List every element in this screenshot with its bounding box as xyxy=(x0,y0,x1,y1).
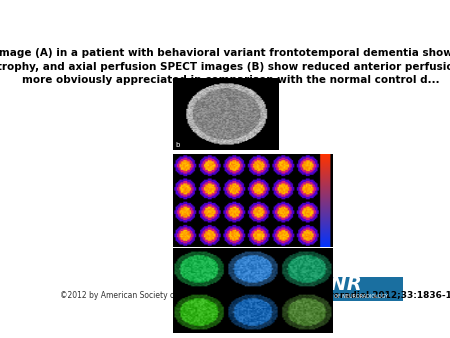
Text: A.D. Murray AJNR Am J Neuroradiol 2012;33:1836-1848: A.D. Murray AJNR Am J Neuroradiol 2012;3… xyxy=(190,291,450,299)
Text: b: b xyxy=(176,142,180,148)
FancyBboxPatch shape xyxy=(267,277,403,301)
Text: Axial CT image (A) in a patient with behavioral variant frontotemporal dementia : Axial CT image (A) in a patient with beh… xyxy=(0,48,450,85)
Text: AMERICAN JOURNAL OF NEURORADIOLOGY: AMERICAN JOURNAL OF NEURORADIOLOGY xyxy=(283,294,388,299)
Text: ©2012 by American Society of Neuroradiology: ©2012 by American Society of Neuroradiol… xyxy=(60,291,238,299)
Text: AINR: AINR xyxy=(308,275,362,294)
